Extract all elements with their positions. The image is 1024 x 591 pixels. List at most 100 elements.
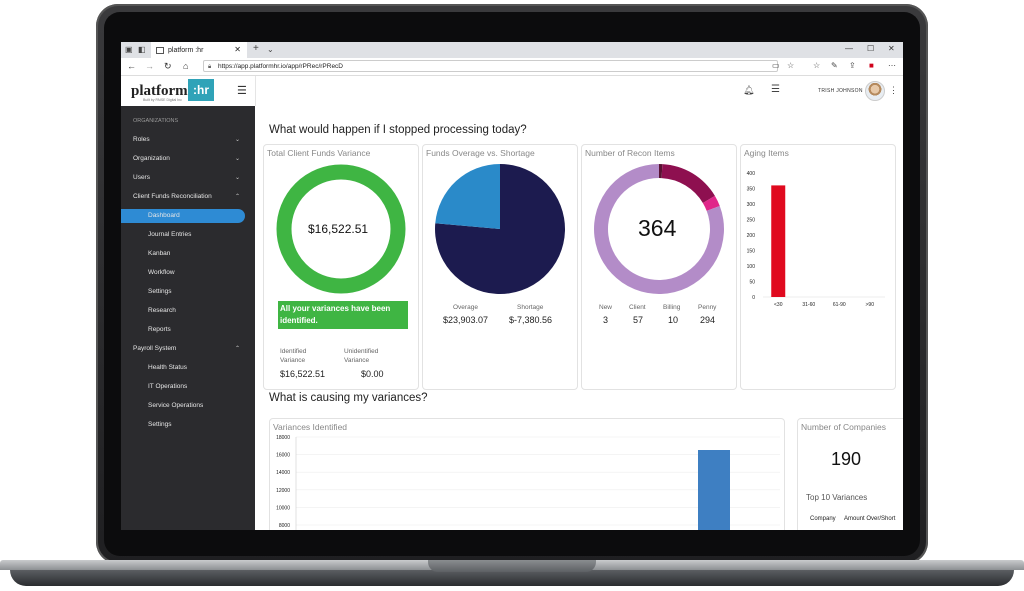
col-amount[interactable]: Amount Over/Short <box>844 516 896 522</box>
tab-list-icon[interactable]: ⌄ <box>267 45 274 54</box>
recon-slice-client[interactable] <box>661 164 715 203</box>
sidebar-item-settings[interactable]: Settings <box>121 285 255 299</box>
sidebar-item-label: Research <box>148 307 176 314</box>
y-tick-label: 300 <box>747 202 756 208</box>
y-tick-label: 400 <box>747 171 756 177</box>
browser-tab[interactable]: platform :hr ✕ <box>151 42 247 58</box>
base-notch <box>428 560 596 572</box>
y-tick-label: 0 <box>752 295 755 301</box>
tab-actions-icon[interactable]: ▣ <box>125 45 133 54</box>
more-menu-icon[interactable]: ⋯ <box>888 61 896 70</box>
recon-total: 364 <box>638 215 677 241</box>
penny-value: 294 <box>700 315 716 325</box>
recon-slice-new[interactable] <box>659 164 663 179</box>
back-icon[interactable]: ← <box>127 61 136 71</box>
overage-shortage-slice-shortage[interactable] <box>435 164 500 229</box>
share-icon[interactable]: ⇪ <box>849 61 856 70</box>
sidebar-item-label: Settings <box>148 421 172 428</box>
sidebar-item-label: IT Operations <box>148 383 188 390</box>
forward-icon[interactable]: → <box>145 61 154 71</box>
sidebar-item-health-status[interactable]: Health Status <box>121 361 255 375</box>
col-company[interactable]: Company <box>810 516 836 522</box>
logo-subtitle: Built by PAISE Digital Inc <box>143 98 182 102</box>
sidebar-item-journal-entries[interactable]: Journal Entries <box>121 228 255 242</box>
card-title: Number of Companies <box>801 422 887 432</box>
sidebar-item-workflow[interactable]: Workflow <box>121 266 255 280</box>
chevron-up-icon: ⌃ <box>235 346 241 352</box>
sidebar-item-label: Journal Entries <box>148 231 192 238</box>
main-content: What would happen if I stopped processin… <box>255 106 903 530</box>
recon-items-card: Number of Recon Items 364 New Client Bil… <box>581 144 737 390</box>
home-icon[interactable]: ⌂ <box>183 61 189 71</box>
sidebar-item-kanban[interactable]: Kanban <box>121 247 255 261</box>
user-name[interactable]: TRISH JOHNSON <box>818 88 863 94</box>
new-tab-icon[interactable]: + <box>253 43 259 54</box>
shortage-value: $-7,380.56 <box>509 315 553 325</box>
shortage-label: Shortage <box>517 304 544 311</box>
chevron-down-icon: ⌄ <box>235 175 241 181</box>
list-icon[interactable]: ☰ <box>771 84 780 95</box>
overage-label: Overage <box>453 304 478 311</box>
sidebar-item-organization[interactable]: Organization ⌄ <box>121 152 255 166</box>
section-title: What is causing my variances? <box>269 392 428 404</box>
sidebar-item-label: Dashboard <box>148 212 180 219</box>
logo[interactable]: platform :hr Built by PAISE Digital Inc … <box>121 76 256 106</box>
y-tick-label: 8000 <box>279 523 290 529</box>
refresh-icon[interactable]: ↻ <box>164 61 172 71</box>
penny-label: Penny <box>698 304 717 311</box>
reading-view-icon[interactable]: ▭ <box>772 61 780 70</box>
sidebar-item-payroll-settings[interactable]: Settings <box>121 418 255 432</box>
aging-bar-0[interactable] <box>771 185 786 297</box>
client-value: 57 <box>633 315 644 325</box>
total-variance-card: Total Client Funds Variance $16,522.51 A… <box>263 144 419 390</box>
sidebar-item-research[interactable]: Research <box>121 304 255 318</box>
bell-icon[interactable]: 🔔︎ <box>743 85 755 95</box>
laptop-base <box>0 560 1024 588</box>
sidebar-item-reports[interactable]: Reports <box>121 323 255 337</box>
unidentified-value: $0.00 <box>361 369 384 379</box>
donut-ring <box>276 164 406 294</box>
kebab-menu-icon[interactable]: ⋮ <box>889 85 898 95</box>
sidebar-item-client-funds-reconciliation[interactable]: Client Funds Reconciliation ⌃ <box>121 190 255 204</box>
sidebar-item-roles[interactable]: Roles ⌄ <box>121 133 255 147</box>
close-window-icon[interactable]: ✕ <box>888 44 895 53</box>
sidebar-item-label: Reports <box>148 326 171 333</box>
sidebar-item-payroll-system[interactable]: Payroll System ⌃ <box>121 342 255 356</box>
browser-tab-bar: ▣ ◧ platform :hr ✕ + ⌄ — ☐ ✕ <box>121 42 903 58</box>
logo-box: :hr <box>188 79 214 101</box>
close-tab-icon[interactable]: ✕ <box>234 45 241 54</box>
sidebar-item-label: Workflow <box>148 269 175 276</box>
y-tick-label: 12000 <box>276 488 290 494</box>
x-tick-label: 31-60 <box>802 302 815 308</box>
url-field[interactable]: 🔒︎ https://app.platformhr.io/app/rPRec/r… <box>203 60 778 72</box>
variance-bar[interactable] <box>698 450 730 530</box>
pen-icon[interactable]: ✎ <box>831 61 838 70</box>
chevron-down-icon: ⌄ <box>235 156 241 162</box>
hamburger-menu-icon[interactable]: ☰ <box>237 85 247 97</box>
card-title: Variances Identified <box>273 422 348 432</box>
card-title: Number of Recon Items <box>585 148 675 158</box>
sidebar-item-service-operations[interactable]: Service Operations <box>121 399 255 413</box>
favorites-icon[interactable]: ☆ <box>813 61 821 70</box>
sidebar-item-label: Service Operations <box>148 402 204 409</box>
chevron-down-icon: ⌄ <box>235 137 241 143</box>
sidebar-item-it-operations[interactable]: IT Operations <box>121 380 255 394</box>
sidebar-item-dashboard[interactable]: Dashboard <box>121 209 245 223</box>
extension-icon[interactable]: ■ <box>869 61 874 70</box>
avatar[interactable] <box>865 81 885 101</box>
favorite-star-icon[interactable]: ☆ <box>787 61 795 70</box>
minimize-icon[interactable]: — <box>845 44 853 53</box>
recon-slice-billing[interactable] <box>702 195 720 211</box>
logo-text: platform <box>131 83 188 99</box>
chevron-up-icon: ⌃ <box>235 194 241 200</box>
y-tick-label: 14000 <box>276 470 290 476</box>
tab-title: platform :hr <box>168 46 204 54</box>
y-tick-label: 18000 <box>276 435 290 441</box>
tab-back-icon[interactable]: ◧ <box>138 45 146 54</box>
sidebar-item-label: Roles <box>133 136 150 143</box>
page-icon <box>156 46 164 54</box>
url-text: https://app.platformhr.io/app/rPRec/rPRe… <box>218 63 344 70</box>
maximize-icon[interactable]: ☐ <box>867 44 875 53</box>
y-tick-label: 100 <box>747 264 756 270</box>
sidebar-item-users[interactable]: Users ⌄ <box>121 171 255 185</box>
